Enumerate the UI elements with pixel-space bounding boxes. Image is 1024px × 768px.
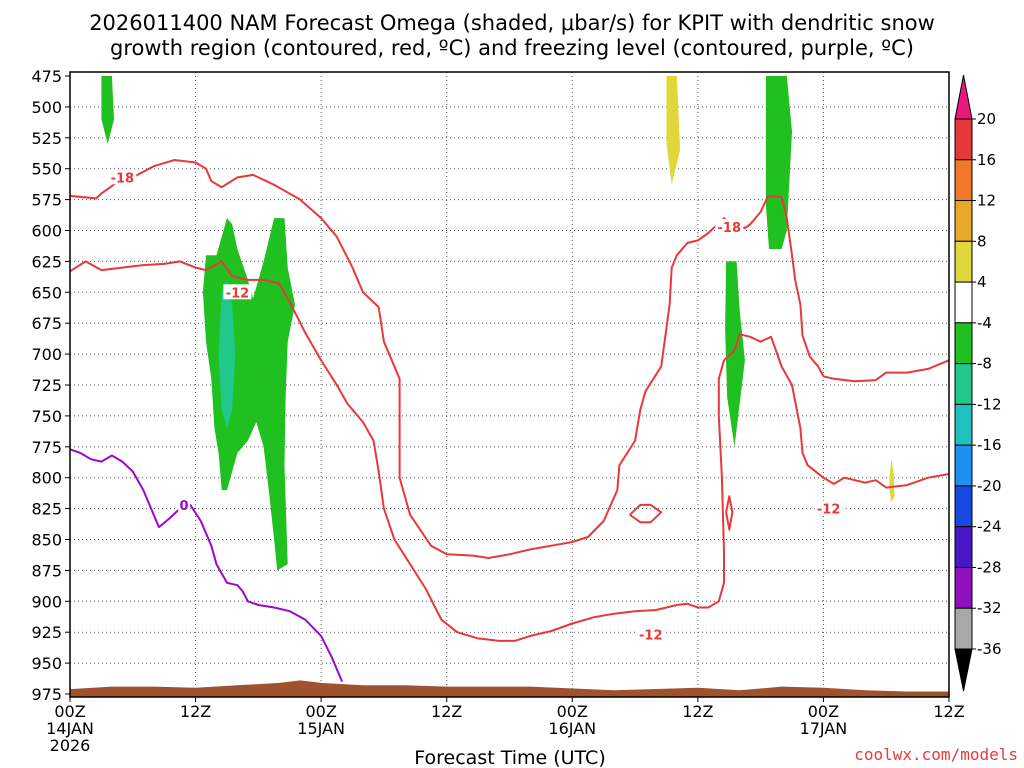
- omega-shade-region: [666, 76, 681, 185]
- colorbar-label: -24: [977, 518, 1002, 536]
- y-tick-label: 600: [31, 222, 62, 241]
- colorbar-label: -4: [977, 314, 992, 332]
- x-tick-label: 00Z: [305, 702, 336, 721]
- contour-line: [69, 448, 344, 682]
- y-axis: 475 500 525 550 575 600 625 650 675 700 725 750 775 8…: [31, 67, 70, 704]
- x-tick-label: 00Z: [54, 702, 85, 721]
- y-tick-label: 625: [31, 252, 62, 271]
- colorbar-swatch: [954, 200, 973, 242]
- contour-label: -18: [718, 221, 742, 236]
- contour-label-bg: [715, 218, 744, 234]
- contour-line: [69, 260, 950, 642]
- colorbar-swatch: [954, 322, 973, 365]
- colorbar-swatch: [954, 444, 973, 487]
- colorbar-label: -28: [977, 558, 1002, 576]
- contour-label-bg: [178, 496, 191, 512]
- x-axis-label: Forecast Time (UTC): [414, 747, 605, 768]
- contour-line: [629, 503, 663, 524]
- colorbar-swatch: [954, 240, 973, 283]
- y-tick-label: 675: [31, 314, 62, 333]
- colorbar-label: -36: [977, 640, 1002, 658]
- colorbar-swatch: [954, 363, 973, 405]
- x-tick-label: 12Z: [180, 702, 211, 721]
- x-tick-label: 12Z: [682, 702, 713, 721]
- contour-label: -12: [639, 629, 663, 644]
- contour-label: -12: [226, 286, 250, 301]
- omega-shade-region: [218, 279, 236, 429]
- colorbar-label: 20: [977, 110, 996, 128]
- contours: -18 -18 -12 -12 -12 0: [69, 159, 950, 682]
- terrain-ground: [70, 680, 949, 697]
- y-tick-label: 925: [31, 623, 62, 642]
- chart-title-line1: 2026011400 NAM Forecast Omega (shaded, μ…: [89, 11, 935, 35]
- colorbar-swatch: [954, 566, 973, 609]
- x-tick-label: 00Z: [557, 702, 588, 721]
- colorbar-label: 12: [977, 192, 996, 210]
- x-tick-label: 12Z: [933, 702, 964, 721]
- x-tick-label: 15JAN: [297, 719, 345, 738]
- omega-shade-region: [765, 76, 792, 249]
- colorbar-label: 16: [977, 151, 996, 169]
- colorbar-label: -20: [977, 477, 1002, 495]
- colorbar-label: -8: [977, 355, 992, 373]
- colorbar-label: 4: [977, 273, 987, 291]
- y-tick-label: 500: [31, 98, 62, 117]
- contour-label: -18: [111, 171, 135, 186]
- omega-shade-region: [101, 76, 114, 144]
- y-tick-label: 725: [31, 376, 62, 395]
- omega-shade-region: [725, 261, 745, 447]
- colorbar-label: -32: [977, 599, 1002, 617]
- colorbar-swatch: [954, 281, 973, 324]
- colorbar-swatch: [954, 403, 973, 446]
- y-tick-label: 975: [31, 685, 62, 704]
- y-tick-label: 700: [31, 345, 62, 364]
- y-tick-label: 850: [31, 531, 62, 550]
- y-tick-label: 950: [31, 654, 62, 673]
- contour-label: -12: [817, 503, 841, 518]
- y-tick-label: 550: [31, 160, 62, 179]
- colorbar-swatch: [954, 607, 973, 650]
- y-tick-label: 525: [31, 129, 62, 148]
- terrain: [70, 680, 949, 697]
- y-tick-label: 575: [31, 191, 62, 210]
- contour-label-bg: [636, 626, 665, 642]
- y-tick-label: 750: [31, 407, 62, 426]
- colorbar-bottom-arrow: [954, 648, 973, 692]
- x-tick-label: 2026: [50, 736, 91, 755]
- colorbar-label: -16: [977, 436, 1002, 454]
- colorbar-swatch: [954, 485, 973, 528]
- colorbar-swatch: [954, 526, 973, 568]
- x-tick-label: 00Z: [808, 702, 839, 721]
- y-tick-label: 650: [31, 283, 62, 302]
- y-tick-label: 800: [31, 469, 62, 488]
- omega-shading: [101, 76, 895, 571]
- omega-shade-region: [889, 459, 895, 503]
- x-tick-label: 17JAN: [800, 719, 848, 738]
- y-tick-label: 475: [31, 67, 62, 86]
- y-tick-label: 875: [31, 561, 62, 580]
- colorbar-swatch: [954, 159, 973, 202]
- contour-label: 0: [180, 499, 189, 514]
- contour-label-bg: [223, 284, 252, 300]
- contour-line: [725, 495, 734, 531]
- y-tick-label: 825: [31, 500, 62, 519]
- contour-label-bg: [108, 169, 137, 185]
- colorbar-top-arrow: [954, 74, 973, 120]
- colorbar: 20 16 12 8 4 -4 -8 -12 -16 -20 -24 -28 -32 -36: [954, 74, 1002, 692]
- credit-text: coolwx.com/models: [854, 745, 1018, 764]
- y-tick-label: 900: [31, 592, 62, 611]
- colorbar-swatch: [954, 118, 973, 161]
- x-tick-label: 12Z: [431, 702, 462, 721]
- x-tick-label: 14JAN: [46, 719, 94, 738]
- contour-label-bg: [814, 500, 843, 516]
- plot-area: -18 -18 -12 -12 -12 0: [69, 71, 950, 698]
- colorbar-label: -12: [977, 395, 1002, 413]
- chart-title-line2: growth region (contoured, red, ºC) and f…: [110, 36, 914, 60]
- colorbar-label: 8: [977, 232, 987, 250]
- contour-line: [69, 159, 950, 559]
- y-tick-label: 775: [31, 438, 62, 457]
- x-tick-label: 16JAN: [548, 719, 596, 738]
